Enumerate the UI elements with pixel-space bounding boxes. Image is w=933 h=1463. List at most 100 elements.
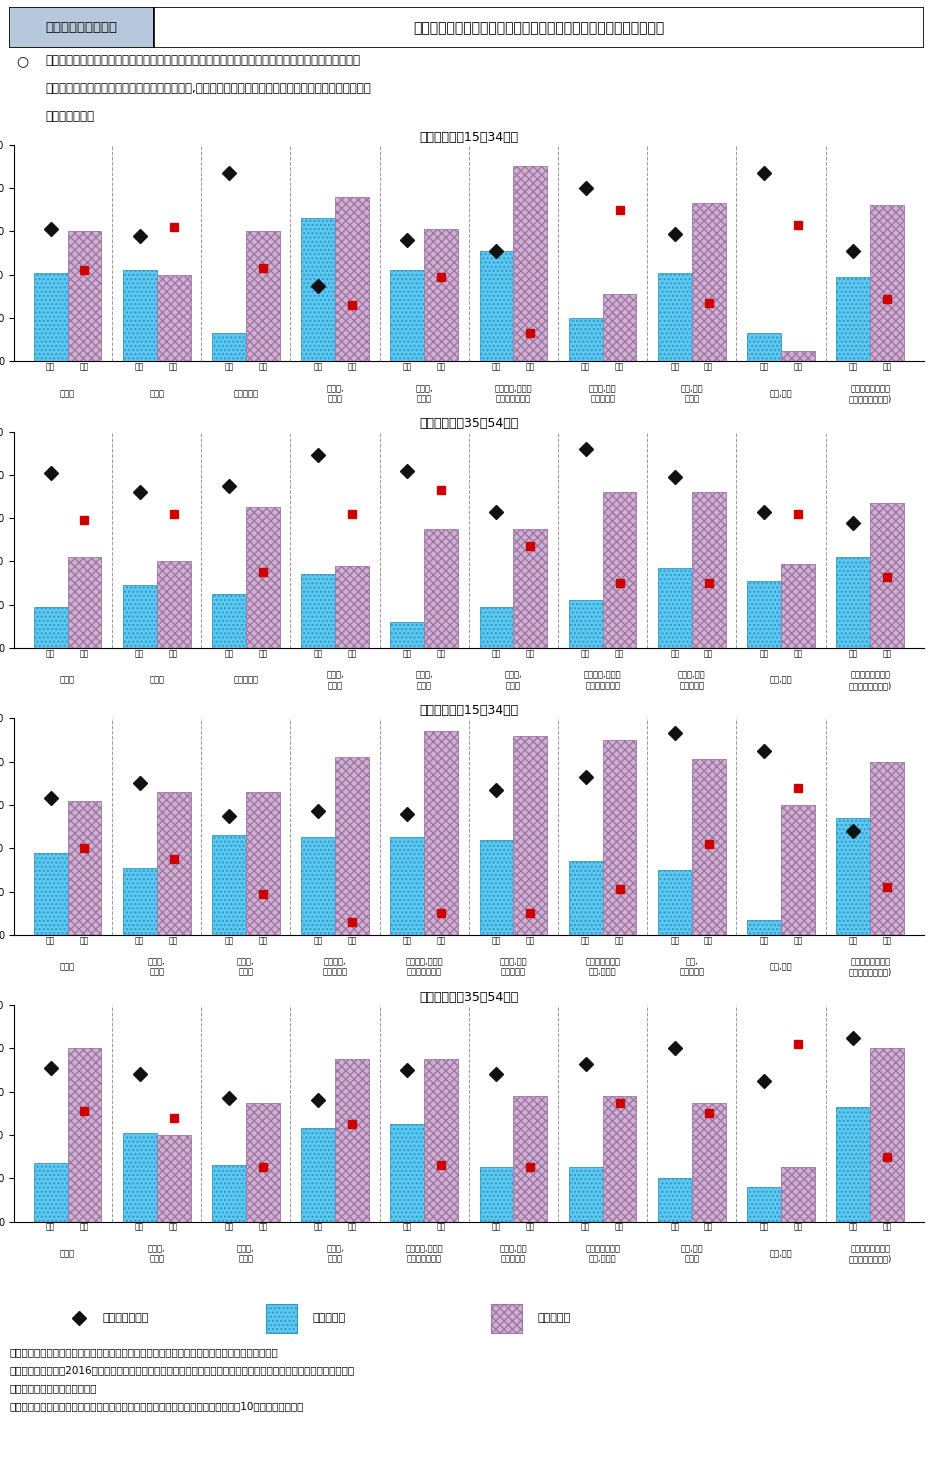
Bar xyxy=(836,277,870,361)
Text: 教育,学習
支援業: 教育,学習 支援業 xyxy=(680,383,703,404)
Text: 製造業: 製造業 xyxy=(149,389,164,398)
Bar xyxy=(781,351,815,361)
Text: 職種: 職種 xyxy=(670,650,679,658)
Text: 生活関連サービ
ス業,娯楽業: 生活関連サービ ス業,娯楽業 xyxy=(585,1244,620,1264)
Text: （注）　１）数値は2016年時のデータとなっており、集計対象は一般労働者（雇用期間の定めなし）間における転職者: （注） １）数値は2016年時のデータとなっており、集計対象は一般労働者（雇用期… xyxy=(9,1365,355,1375)
Bar xyxy=(513,1096,548,1222)
Text: 産業: 産業 xyxy=(258,650,268,658)
Bar xyxy=(390,837,425,935)
Text: 産業: 産業 xyxy=(615,650,624,658)
Text: 職種: 職種 xyxy=(849,650,857,658)
Text: 産業: 産業 xyxy=(80,363,89,372)
Text: 産業: 産業 xyxy=(347,650,356,658)
Text: 職種: 職種 xyxy=(849,363,857,372)
Text: 製造業: 製造業 xyxy=(60,1249,75,1258)
Text: 製造業: 製造業 xyxy=(60,963,75,971)
Title: （４）女性（35～54歳）: （４）女性（35～54歳） xyxy=(419,990,519,1004)
Text: 医療,福祉: 医療,福祉 xyxy=(770,389,792,398)
Bar xyxy=(157,562,190,648)
Text: 宿泊業,飲食
サービス業: 宿泊業,飲食 サービス業 xyxy=(589,383,617,404)
Bar xyxy=(569,317,603,361)
Text: 職種: 職種 xyxy=(135,363,145,372)
Bar xyxy=(658,870,691,935)
Bar xyxy=(67,800,102,935)
Text: 産業: 産業 xyxy=(883,936,892,945)
Text: 産業: 産業 xyxy=(525,936,535,945)
Bar xyxy=(335,1059,369,1222)
Text: 産業: 産業 xyxy=(347,936,356,945)
Bar xyxy=(246,791,280,935)
Text: 職種: 職種 xyxy=(46,936,55,945)
Text: 職種: 職種 xyxy=(46,1223,55,1232)
Bar xyxy=(781,1167,815,1222)
Bar xyxy=(691,203,726,361)
Bar xyxy=(425,530,458,648)
Text: 職種: 職種 xyxy=(224,363,233,372)
Text: 職種: 職種 xyxy=(492,936,501,945)
Bar xyxy=(603,492,636,648)
Bar xyxy=(781,563,815,648)
Bar xyxy=(34,272,67,361)
Text: 職種: 職種 xyxy=(849,1223,857,1232)
Text: 職種: 職種 xyxy=(670,1223,679,1232)
Text: 他職種転換: 他職種転換 xyxy=(313,1314,345,1323)
Bar xyxy=(67,231,102,361)
Text: 職種: 職種 xyxy=(403,1223,412,1232)
Text: 産業: 産業 xyxy=(258,363,268,372)
Text: 職種: 職種 xyxy=(581,936,591,945)
Text: 産業別・性別・年齢別・移動形態別でみた転職入職の動向について: 産業別・性別・年齢別・移動形態別でみた転職入職の動向について xyxy=(413,20,664,35)
Text: 職種: 職種 xyxy=(403,363,412,372)
Text: 宿泊業,飲食
サービス業: 宿泊業,飲食 サービス業 xyxy=(499,957,527,977)
Text: 産業: 産業 xyxy=(704,936,714,945)
Bar xyxy=(246,1103,280,1222)
Text: 職種: 職種 xyxy=(313,936,323,945)
Text: 学術研究,専門・
技術サービス業: 学術研究,専門・ 技術サービス業 xyxy=(406,1244,443,1264)
Bar xyxy=(157,275,190,361)
Text: 産業: 産業 xyxy=(704,363,714,372)
Text: 産業: 産業 xyxy=(169,650,178,658)
Bar xyxy=(34,853,67,935)
Bar xyxy=(335,758,369,935)
Bar xyxy=(691,759,726,935)
Bar xyxy=(513,530,548,648)
Text: 産業: 産業 xyxy=(793,650,802,658)
Bar xyxy=(157,1135,190,1222)
Text: 一般労働者（雇用期間の定めなし）間における転職入職者の移動形態をみると、「情報通信業」で: 一般労働者（雇用期間の定めなし）間における転職入職者の移動形態をみると、「情報通… xyxy=(46,54,361,67)
Bar xyxy=(390,622,425,648)
Bar xyxy=(301,218,335,361)
Text: 職種: 職種 xyxy=(46,650,55,658)
Text: 不動産業,
物品賃貸業: 不動産業, 物品賃貸業 xyxy=(323,957,348,977)
Bar xyxy=(513,736,548,935)
Text: 産業: 産業 xyxy=(80,650,89,658)
Text: 第２－（４）－５図: 第２－（４）－５図 xyxy=(46,22,118,34)
Text: 運輸業,
郵便業: 運輸業, 郵便業 xyxy=(327,383,344,404)
Text: 職種: 職種 xyxy=(313,650,323,658)
Text: 学術研究,専門・
技術サービス業: 学術研究,専門・ 技術サービス業 xyxy=(494,383,532,404)
Bar xyxy=(425,230,458,361)
Text: 医療,福祉: 医療,福祉 xyxy=(770,1249,792,1258)
Bar xyxy=(747,581,781,648)
Bar xyxy=(212,1166,246,1222)
FancyBboxPatch shape xyxy=(9,7,154,48)
Bar xyxy=(301,1128,335,1222)
Text: 職種: 職種 xyxy=(492,363,501,372)
Text: 教育,
学習支援業: 教育, 学習支援業 xyxy=(679,957,704,977)
FancyBboxPatch shape xyxy=(266,1304,297,1333)
Text: 資料出所　厚生労働省「雇用動向調査」の個票を厚生労働省労働政策担当参事官室にて独自集計: 資料出所 厚生労働省「雇用動向調査」の個票を厚生労働省労働政策担当参事官室にて独… xyxy=(9,1347,278,1358)
Text: 産業: 産業 xyxy=(437,1223,446,1232)
FancyBboxPatch shape xyxy=(154,7,924,48)
Bar xyxy=(246,508,280,648)
Text: 医療,福祉: 医療,福祉 xyxy=(770,963,792,971)
Text: 職種: 職種 xyxy=(759,1223,769,1232)
Text: 宿泊業,飲食
サービス業: 宿泊業,飲食 サービス業 xyxy=(678,670,705,691)
Text: 職種: 職種 xyxy=(224,650,233,658)
Text: 産業: 産業 xyxy=(793,1223,802,1232)
Title: （３）女性（15～34歳）: （３）女性（15～34歳） xyxy=(419,704,519,717)
Bar xyxy=(212,835,246,935)
Bar xyxy=(870,1049,904,1222)
Text: 金融業,
保険業: 金融業, 保険業 xyxy=(327,1244,344,1264)
Bar xyxy=(212,594,246,648)
Text: 金融業,
保険業: 金融業, 保険業 xyxy=(505,670,522,691)
Text: サービス業（他に
分類されないもの): サービス業（他に 分類されないもの) xyxy=(848,1244,892,1264)
Bar xyxy=(870,762,904,935)
